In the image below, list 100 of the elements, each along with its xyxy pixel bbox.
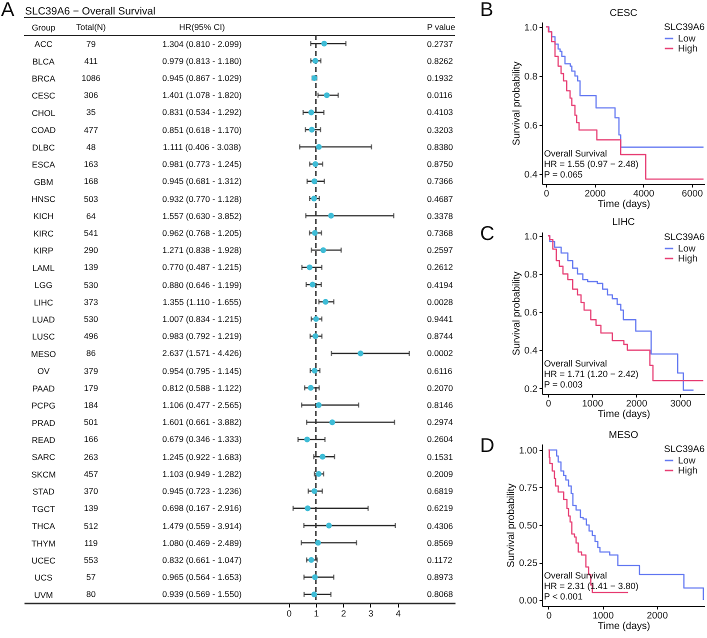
y-tick-label: 0.25 xyxy=(519,558,538,569)
annotation: P = 0.003 xyxy=(544,380,583,390)
annotation: 1.103 (0.949 - 1.282) xyxy=(162,468,242,479)
x-axis-title: Time (days) xyxy=(598,199,650,210)
annotation: 1.245 (0.922 - 1.683) xyxy=(162,451,242,462)
y-tick-label: PRAD xyxy=(32,418,56,428)
annotation: 457 xyxy=(84,468,98,479)
y-tick-label: UCS xyxy=(34,572,53,583)
x-tick-label: 1 xyxy=(314,608,319,618)
annotation: 0.2604 xyxy=(427,434,453,444)
y-tick-label: UVM xyxy=(34,590,53,600)
annotation: 0.965 (0.564 - 1.653) xyxy=(162,572,242,582)
annotation: 64 xyxy=(86,210,96,220)
y-axis-title: Group xyxy=(32,22,56,32)
legend-label: Low xyxy=(678,34,696,44)
point xyxy=(312,333,318,340)
x-tick-label: 0 xyxy=(546,610,552,622)
annotation: 541 xyxy=(84,228,98,238)
legend-title: SLC39A6 xyxy=(664,444,705,455)
point xyxy=(311,591,318,598)
annotation: 411 xyxy=(84,56,98,66)
annotation: 1.271 (0.838 - 1.928) xyxy=(162,244,242,255)
annotation: 0.0002 xyxy=(427,348,453,358)
annotation: 0.983 (0.792 - 1.219) xyxy=(162,330,242,341)
annotation: 306 xyxy=(84,90,98,100)
annotation: HR = 1.71 (1.20 − 2.42) xyxy=(544,369,639,380)
y-tick-label: GBM xyxy=(34,176,54,187)
y-tick-label: KICH xyxy=(33,211,54,222)
annotation: 1.557 (0.630 - 3.852) xyxy=(162,210,242,220)
annotation: 0.2070 xyxy=(427,382,453,393)
annotation: 0.1531 xyxy=(427,451,453,462)
annotation: 0.831 (0.534 - 1.292) xyxy=(162,107,242,118)
annotation: 0.0116 xyxy=(427,90,452,100)
y-tick-label: 1.0 xyxy=(524,231,538,242)
point xyxy=(320,454,326,460)
x-tick-label: 6000 xyxy=(682,188,703,200)
annotation: 0.1172 xyxy=(427,554,452,565)
annotation: 0.3203 xyxy=(427,124,453,134)
chart-title: LIHC xyxy=(612,216,635,228)
text: P value xyxy=(427,22,456,32)
y-tick-label: 1.00 xyxy=(519,446,538,456)
point xyxy=(308,110,314,116)
annotation: 0.8569 xyxy=(427,538,453,548)
annotation: 0.8262 xyxy=(427,56,453,66)
annotation: 0.945 (0.681 - 1.312) xyxy=(162,176,242,186)
legend-label: High xyxy=(678,254,698,264)
y-tick-label: 0.6 xyxy=(524,308,538,319)
y-tick-label: BRCA xyxy=(32,74,56,84)
annotation: 0.8068 xyxy=(427,589,453,600)
annotation: 0.2597 xyxy=(427,244,453,255)
y-axis-title: Survival probability xyxy=(511,62,522,146)
annotation: 163 xyxy=(84,158,98,169)
point xyxy=(312,58,318,64)
annotation: 1.080 (0.469 - 2.489) xyxy=(162,538,242,548)
y-tick-label: LAML xyxy=(32,262,55,273)
point xyxy=(312,230,318,236)
annotation: 1.479 (0.559 - 3.914) xyxy=(162,520,242,530)
point xyxy=(316,402,322,408)
annotation: 0.4687 xyxy=(427,193,453,204)
x-tick-label: 2000 xyxy=(584,188,606,200)
chart-title: CESC xyxy=(610,8,638,19)
text: Total(N) xyxy=(76,22,106,32)
y-tick-label: UCEC xyxy=(31,555,56,566)
y-tick-label: TGCT xyxy=(32,504,56,514)
annotation: 0.8750 xyxy=(427,158,453,169)
point xyxy=(358,350,364,356)
y-tick-label: BLCA xyxy=(32,56,55,66)
annotation: P = 0.065 xyxy=(544,170,583,180)
annotation: 35 xyxy=(86,107,96,118)
annotation: 0.1932 xyxy=(427,72,453,83)
y-tick-label: 0.4 xyxy=(524,346,538,357)
x-tick-label: 1000 xyxy=(582,398,604,410)
y-tick-label: 0.8 xyxy=(524,72,538,82)
x-tick-label: 2000 xyxy=(646,610,668,622)
point xyxy=(308,126,315,133)
text: A xyxy=(1,0,14,21)
y-tick-label: OV xyxy=(37,366,50,376)
y-tick-label: 0.2 xyxy=(524,384,538,395)
annotation: 379 xyxy=(84,365,98,376)
annotation: 79 xyxy=(86,38,96,48)
annotation: 48 xyxy=(86,142,96,152)
annotation: 512 xyxy=(84,520,98,530)
annotation: 168 xyxy=(84,176,98,186)
x-tick-label: 2 xyxy=(341,608,346,618)
annotation: 0.945 (0.867 - 1.029) xyxy=(162,72,242,83)
annotation: 0.2612 xyxy=(427,262,453,272)
annotation: Overall Survival xyxy=(544,358,608,369)
point xyxy=(306,264,313,270)
legend-label: Low xyxy=(678,244,696,254)
annotation: 0.770 (0.487 - 1.215) xyxy=(162,262,242,272)
y-tick-label: HNSC xyxy=(31,194,56,204)
annotation: 0.8146 xyxy=(427,400,453,410)
y-tick-label: 0.8 xyxy=(524,269,538,280)
y-tick-label: 1.0 xyxy=(524,22,538,34)
annotation: 139 xyxy=(84,503,98,514)
annotation: 0.832 (0.661 - 1.047) xyxy=(162,554,242,565)
y-tick-label: LIHC xyxy=(34,297,54,308)
annotation: 1086 xyxy=(82,72,100,83)
y-tick-label: LUAD xyxy=(32,314,55,324)
annotation: 1.401 (1.078 - 1.820) xyxy=(162,90,242,100)
